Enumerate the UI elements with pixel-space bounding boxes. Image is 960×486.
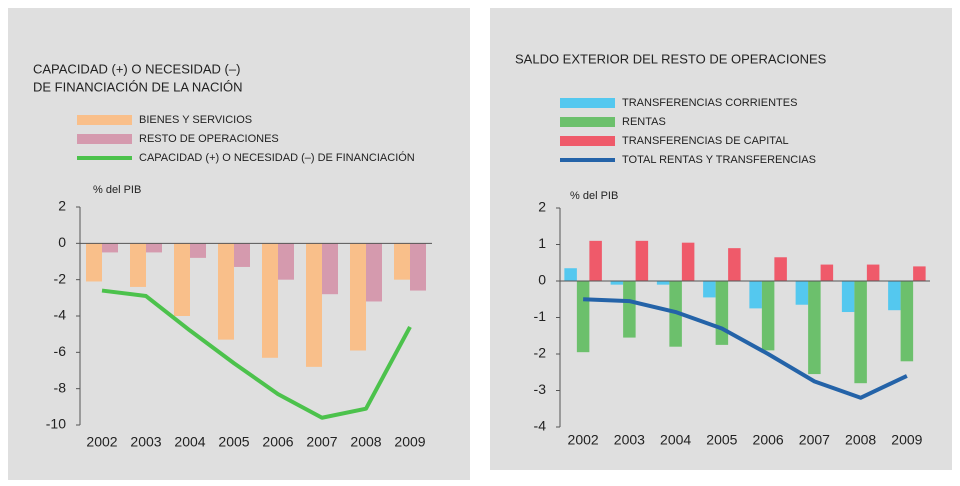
legend-label: TRANSFERENCIAS DE CAPITAL <box>622 135 789 147</box>
bar <box>576 281 590 353</box>
bar <box>635 240 649 281</box>
x-tick-label: 2009 <box>891 432 922 448</box>
y-tick-label: -4 <box>54 307 67 323</box>
y-tick-label: -2 <box>534 345 547 361</box>
bar <box>703 281 716 298</box>
bar <box>820 264 834 281</box>
bar <box>86 243 102 282</box>
line <box>101 288 412 420</box>
bar <box>350 243 366 351</box>
legend-swatch <box>77 134 132 144</box>
legend-swatch <box>560 117 615 127</box>
bar <box>841 281 855 313</box>
bar <box>681 242 695 281</box>
y-tick-label: -10 <box>46 416 66 432</box>
y-axis-label: % del PIB <box>570 190 618 202</box>
bar <box>656 281 670 285</box>
legend-label: TOTAL RENTAS Y TRANSFERENCIAS <box>622 154 816 166</box>
legend-label: BIENES Y SERVICIOS <box>139 114 252 126</box>
bar <box>410 243 426 291</box>
bar <box>234 243 250 267</box>
x-tick-label: 2003 <box>614 432 645 448</box>
x-tick-label: 2009 <box>394 434 425 450</box>
chart-title: CAPACIDAD (+) O NECESIDAD (–) <box>33 61 240 76</box>
panel <box>490 8 952 470</box>
legend-swatch <box>560 136 615 146</box>
bar <box>218 243 234 340</box>
bar <box>306 243 322 367</box>
y-tick-label: -6 <box>54 343 67 359</box>
y-tick-label: -2 <box>54 270 67 286</box>
bar <box>589 240 602 281</box>
y-tick-label: 2 <box>58 198 66 214</box>
bar <box>900 281 914 362</box>
bar <box>394 243 410 280</box>
bar <box>190 243 206 258</box>
bar <box>366 243 382 302</box>
bar <box>854 281 867 384</box>
bar <box>278 243 294 280</box>
y-tick-label: 2 <box>538 199 546 215</box>
x-tick-label: 2007 <box>799 432 830 448</box>
y-tick-label: -1 <box>534 308 547 324</box>
bar <box>322 243 338 295</box>
legend-swatch <box>560 98 615 108</box>
x-tick-label: 2008 <box>350 434 381 450</box>
bar <box>728 248 741 281</box>
bar <box>761 281 775 351</box>
legend-label: CAPACIDAD (+) O NECESIDAD (–) DE FINANCI… <box>139 151 415 164</box>
bar <box>749 281 762 309</box>
x-tick-label: 2008 <box>845 432 876 448</box>
x-tick-label: 2006 <box>753 432 784 448</box>
bar <box>795 281 809 305</box>
y-tick-label: 0 <box>538 272 546 288</box>
bar <box>808 281 821 375</box>
legend-label: RENTAS <box>622 116 666 128</box>
bar <box>564 268 577 281</box>
x-tick-label: 2002 <box>568 432 599 448</box>
x-tick-label: 2005 <box>706 432 737 448</box>
bar <box>174 243 190 316</box>
bar <box>610 281 624 285</box>
legend-label: TRANSFERENCIAS CORRIENTES <box>622 97 797 109</box>
x-tick-label: 2006 <box>262 434 293 450</box>
x-tick-label: 2003 <box>130 434 161 450</box>
bar <box>130 243 146 287</box>
bar <box>774 257 787 281</box>
bar <box>623 281 636 338</box>
x-tick-label: 2005 <box>218 434 249 450</box>
y-tick-label: -3 <box>534 381 547 397</box>
x-tick-label: 2004 <box>660 432 691 448</box>
y-tick-label: 1 <box>538 235 546 251</box>
legend-swatch <box>77 115 132 125</box>
bar <box>866 264 880 281</box>
legend-label: RESTO DE OPERACIONES <box>139 133 279 145</box>
y-tick-label: -4 <box>534 418 547 434</box>
bar <box>262 243 278 358</box>
bar <box>888 281 901 311</box>
x-tick-label: 2004 <box>174 434 205 450</box>
bar <box>146 243 162 253</box>
y-axis-label: % del PIB <box>93 184 141 196</box>
bar <box>913 266 926 281</box>
line <box>583 297 908 400</box>
chart-title: DE FINANCIACIÓN DE LA NACIÓN <box>33 79 242 94</box>
y-tick-label: 0 <box>58 234 66 250</box>
x-tick-label: 2002 <box>86 434 117 450</box>
y-tick-label: -8 <box>54 379 67 395</box>
bar <box>715 281 729 345</box>
x-tick-label: 2007 <box>306 434 337 450</box>
bar <box>102 243 118 253</box>
chart-title: SALDO EXTERIOR DEL RESTO DE OPERACIONES <box>515 51 827 66</box>
